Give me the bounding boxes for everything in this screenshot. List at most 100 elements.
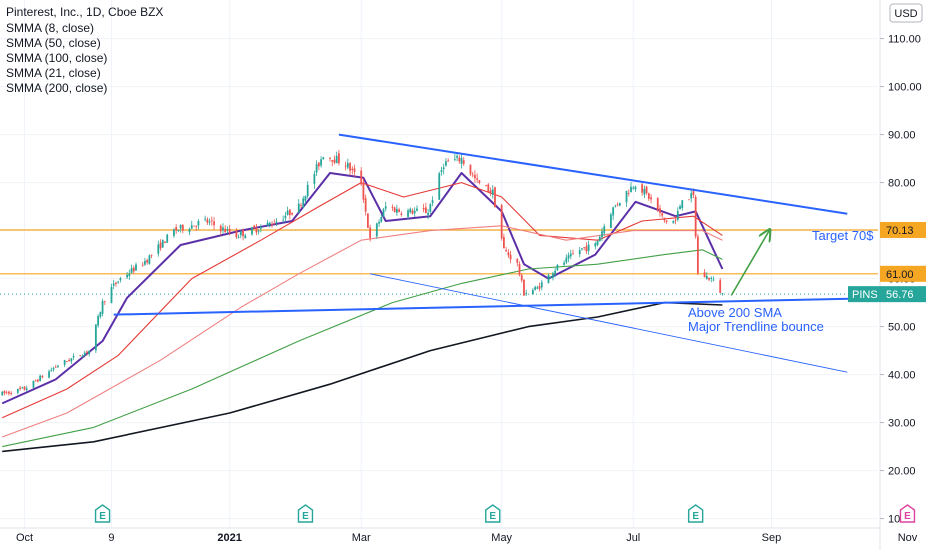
candle xyxy=(115,281,117,287)
candle xyxy=(5,390,8,395)
candle-body xyxy=(235,231,238,238)
candle xyxy=(72,353,75,360)
candle-body xyxy=(317,162,320,167)
candle xyxy=(16,388,19,395)
candle-body xyxy=(353,168,356,172)
currency-button[interactable]: USD xyxy=(889,3,923,23)
candle xyxy=(364,194,367,216)
candle-body xyxy=(509,254,512,260)
candle-body xyxy=(304,195,307,201)
fan-line[interactable] xyxy=(370,273,848,373)
earnings-badge[interactable] xyxy=(687,504,704,523)
candle xyxy=(489,187,492,197)
earnings-marker[interactable]: E xyxy=(297,504,314,523)
earnings-marker[interactable]: E xyxy=(94,504,111,523)
candle xyxy=(429,203,432,215)
candle xyxy=(128,269,131,280)
candle-body xyxy=(565,257,568,263)
candle xyxy=(507,249,510,259)
candle-body xyxy=(268,222,271,225)
earnings-badge[interactable] xyxy=(297,504,314,523)
candle xyxy=(242,228,244,241)
candle xyxy=(63,359,66,368)
price-tag-label: 56.76 xyxy=(886,289,914,301)
candle-body xyxy=(395,208,398,213)
candle xyxy=(630,182,632,193)
candle-body xyxy=(173,229,175,236)
candle-body xyxy=(674,219,677,221)
candle-body xyxy=(601,231,603,238)
earnings-badge[interactable] xyxy=(94,504,111,523)
currency-button-frame[interactable] xyxy=(889,3,923,23)
candle xyxy=(81,354,84,358)
candle xyxy=(413,207,416,217)
candle xyxy=(696,233,699,276)
candle-body xyxy=(471,174,474,176)
candle xyxy=(456,152,458,162)
candle-body xyxy=(438,173,441,200)
candle-body xyxy=(181,224,184,231)
candle-body xyxy=(440,170,443,173)
candle-body xyxy=(400,213,403,215)
candle-body xyxy=(708,277,710,280)
candle xyxy=(447,158,450,162)
ma-line-200[interactable] xyxy=(2,301,723,453)
candle xyxy=(148,254,151,265)
candle-body xyxy=(536,287,539,289)
candle xyxy=(362,178,365,203)
ma-line-21[interactable] xyxy=(1,182,723,419)
candle-body xyxy=(224,228,227,233)
candle-body xyxy=(491,189,494,195)
legend-smma-200: SMMA (200, close) xyxy=(6,81,107,95)
earnings-marker[interactable]: E xyxy=(687,504,704,523)
candle xyxy=(65,360,68,363)
price-tick-label: 20.00 xyxy=(888,466,916,478)
candle xyxy=(445,158,447,167)
candle xyxy=(503,233,505,249)
candle-body xyxy=(86,351,88,353)
earnings-label: E xyxy=(904,511,911,522)
target-arrow[interactable] xyxy=(730,231,769,296)
candle xyxy=(375,222,378,239)
earnings-marker[interactable]: E xyxy=(899,504,916,523)
candle xyxy=(322,156,325,160)
ma-line-50[interactable] xyxy=(2,225,723,438)
candle xyxy=(297,199,300,214)
candle-body xyxy=(37,379,39,382)
candle-body xyxy=(380,217,383,222)
candle-body xyxy=(206,219,209,223)
candle xyxy=(411,208,414,215)
candle xyxy=(663,217,666,223)
ma-line-100[interactable] xyxy=(2,249,723,448)
candle xyxy=(572,249,574,255)
support-trendline[interactable] xyxy=(113,296,895,316)
price-tag-70.13: 70.13 xyxy=(880,221,926,238)
candle-body xyxy=(690,193,693,199)
candle xyxy=(366,212,369,228)
candle-body xyxy=(460,157,463,164)
candle-body xyxy=(228,228,231,233)
earnings-badge[interactable] xyxy=(485,504,501,523)
candle xyxy=(525,289,528,297)
earnings-marker[interactable]: E xyxy=(485,504,501,523)
candle xyxy=(204,215,207,222)
candle xyxy=(643,185,646,199)
candle xyxy=(569,249,572,260)
candle xyxy=(587,240,590,255)
candle-body xyxy=(210,220,213,222)
candle xyxy=(213,217,215,230)
descending-trendline[interactable] xyxy=(338,133,848,215)
candle-body xyxy=(259,226,262,229)
candle xyxy=(190,220,193,230)
candle-body xyxy=(610,214,612,228)
candle-body xyxy=(242,230,244,237)
candle-body xyxy=(523,279,525,296)
earnings-badge[interactable] xyxy=(899,504,916,523)
candle-body xyxy=(462,160,465,164)
candle xyxy=(181,224,184,234)
candle xyxy=(601,227,603,241)
candle-body xyxy=(364,198,367,212)
